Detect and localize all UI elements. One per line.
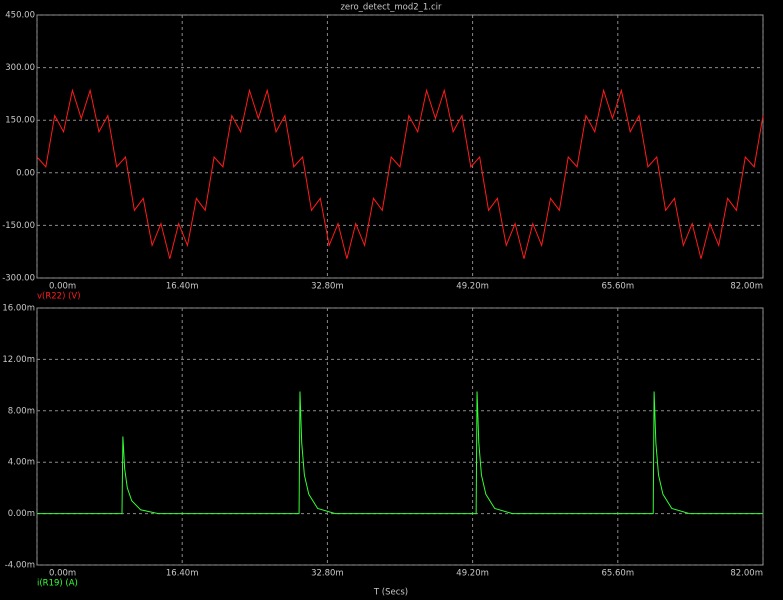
y-tick-label: 150.00 <box>5 116 35 126</box>
series-line <box>37 391 763 515</box>
y-tick-label: 16.00m <box>2 304 35 314</box>
chart-title: zero_detect_mod2_1.cir <box>340 3 442 13</box>
y-tick-label: 300.00 <box>5 63 35 73</box>
x-axis-label: T (Secs) <box>373 588 408 598</box>
x-tick-label: 49.20m <box>456 282 489 292</box>
x-tick-label: 82.00m <box>730 282 763 292</box>
x-tick-label: 32.80m <box>311 569 344 579</box>
x-tick-label: 32.80m <box>311 282 344 292</box>
y-tick-label: -300.00 <box>2 274 35 284</box>
x-tick-label: 65.60m <box>601 569 634 579</box>
x-tick-label: 82.00m <box>730 569 763 579</box>
x-tick-label: 65.60m <box>601 282 634 292</box>
legend-label: i(R19) (A) <box>37 579 78 589</box>
x-tick-label: 16.40m <box>166 569 199 579</box>
y-tick-label: 0.00 <box>16 168 35 178</box>
y-tick-label: 8.00m <box>8 406 35 416</box>
y-tick-label: -4.00m <box>5 561 35 571</box>
y-tick-label: 12.00m <box>2 355 35 365</box>
y-tick-label: -150.00 <box>2 221 35 231</box>
series-line <box>36 88 764 259</box>
x-tick-label: 0.00m <box>49 282 76 292</box>
x-tick-label: 49.20m <box>456 569 489 579</box>
legend-label: v(R22) (V) <box>37 292 81 302</box>
y-tick-label: 0.00m <box>8 509 35 519</box>
plot-frame <box>36 14 764 279</box>
y-tick-label: 450.00 <box>5 11 35 21</box>
x-tick-label: 16.40m <box>166 282 199 292</box>
x-tick-label: 0.00m <box>49 569 76 579</box>
y-tick-label: 4.00m <box>8 458 35 468</box>
